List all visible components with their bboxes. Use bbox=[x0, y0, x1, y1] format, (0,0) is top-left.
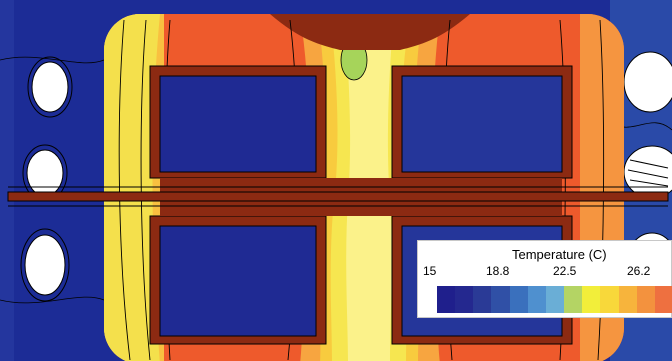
legend-swatch-9 bbox=[600, 286, 619, 313]
block-top-left bbox=[149, 65, 327, 179]
temperature-legend: Temperature (C) 15 18.8 22.5 26.2 bbox=[417, 240, 672, 318]
legend-colorbar bbox=[437, 286, 672, 313]
legend-swatch-2 bbox=[473, 286, 492, 313]
block-top-right bbox=[391, 65, 573, 179]
legend-tick-2: 18.8 bbox=[486, 264, 510, 278]
mounting-holes-left bbox=[20, 56, 73, 302]
legend-swatch-1 bbox=[455, 286, 474, 313]
legend-swatch-5 bbox=[527, 286, 546, 313]
legend-swatch-3 bbox=[491, 286, 510, 313]
legend-swatch-7 bbox=[564, 286, 583, 313]
left-edge-band bbox=[0, 0, 14, 361]
legend-swatch-11 bbox=[636, 286, 655, 313]
legend-swatch-4 bbox=[509, 286, 528, 313]
legend-tick-min: 15 bbox=[423, 264, 437, 278]
block-bottom-left bbox=[149, 215, 327, 345]
legend-tick-3: 22.5 bbox=[553, 264, 577, 278]
legend-swatch-10 bbox=[618, 286, 637, 313]
legend-swatch-8 bbox=[582, 286, 601, 313]
legend-tick-max: 26.2 bbox=[627, 264, 651, 278]
horizontal-pipe bbox=[7, 186, 669, 207]
outer-contour-lines bbox=[0, 56, 672, 304]
legend-swatch-12 bbox=[654, 286, 672, 313]
legend-title: Temperature (C) bbox=[512, 247, 607, 262]
legend-swatch-0 bbox=[437, 286, 456, 313]
legend-swatch-6 bbox=[545, 286, 565, 313]
